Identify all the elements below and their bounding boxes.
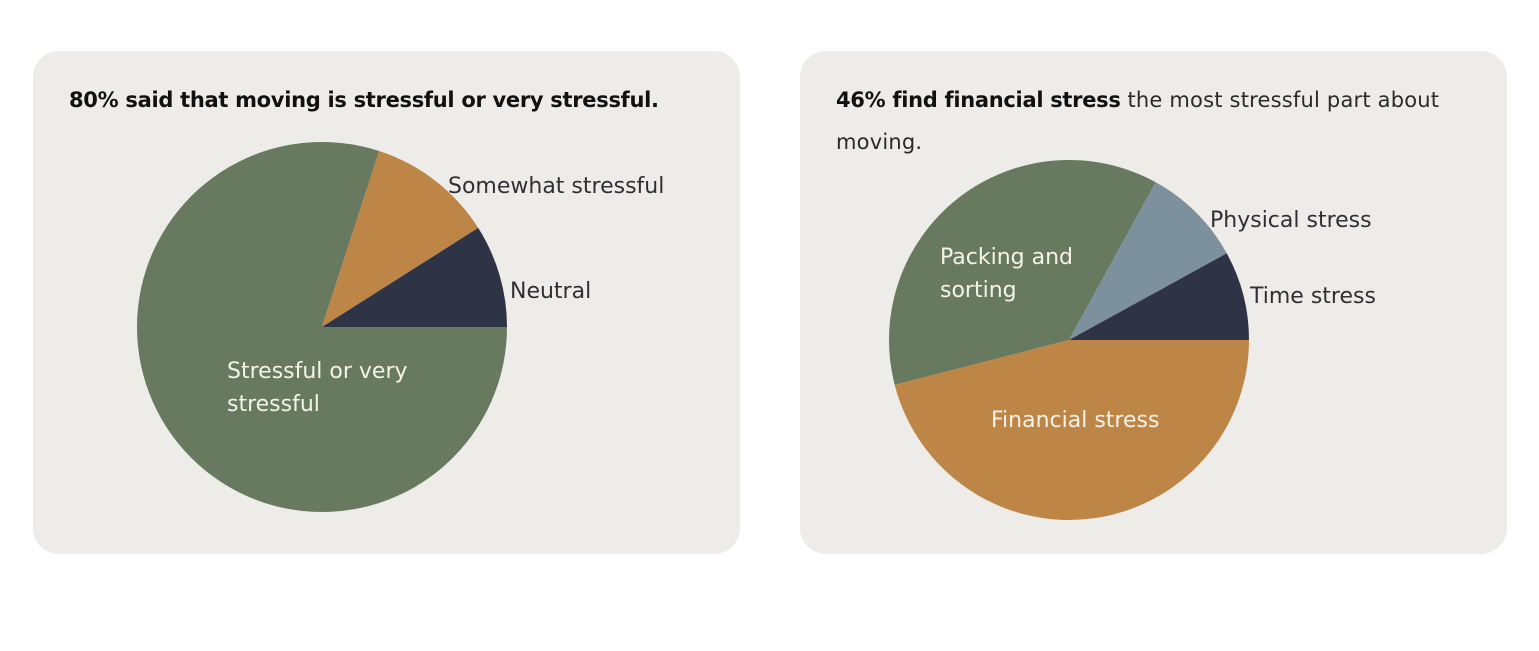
chart-title-rest: the most stressful part about moving.	[836, 88, 1440, 154]
pie-slice-neutral	[322, 227, 507, 327]
pie-chart-moving-stress: Stressful or very stressful Somewhat stres…	[137, 141, 664, 512]
slice-label-neutral: Neutral	[510, 279, 591, 304]
pie-slice-physical-stress	[1069, 182, 1227, 340]
chart-title: 80% said that moving is stressful or ver…	[69, 79, 689, 121]
slice-label-packing-and-sorting: Packing and sorting	[940, 245, 1073, 303]
slice-label-time-stress: Time stress	[1249, 284, 1376, 309]
slice-label-somewhat-stressful: Somewhat stressful	[448, 174, 664, 199]
pie-chart-stress-types: Financial stress Packing and sorting Physic…	[889, 159, 1376, 520]
chart-title: 46% find financial stress the most stres…	[836, 79, 1456, 163]
pie-slice-stressful-or-very-stressful	[137, 141, 507, 512]
chart-card-moving-stress: 80% said that moving is stressful or ver…	[33, 51, 740, 554]
chart-card-stress-types: 46% find financial stress the most stres…	[800, 51, 1507, 554]
pie-slice-packing-and-sorting	[889, 159, 1156, 385]
slice-label-stressful-or-very-stressful: Stressful or very stressful	[227, 359, 408, 417]
pie-slice-time-stress	[1069, 253, 1249, 340]
pie-slice-financial-stress	[894, 340, 1249, 520]
chart-title-bold: 80% said that moving is stressful or ver…	[69, 88, 659, 112]
chart-title-bold: 46% find financial stress	[836, 88, 1121, 112]
slice-label-physical-stress: Physical stress	[1210, 208, 1372, 233]
slice-label-financial-stress: Financial stress	[991, 408, 1159, 433]
pie-slice-somewhat-stressful	[322, 151, 479, 327]
